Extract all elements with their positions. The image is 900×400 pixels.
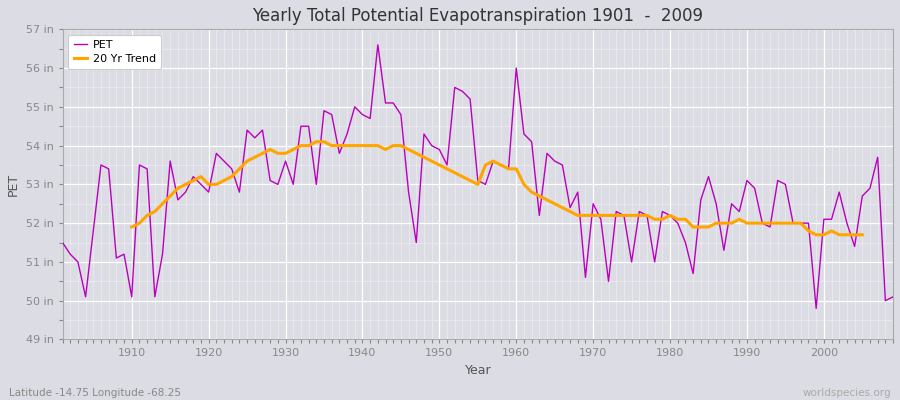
X-axis label: Year: Year	[464, 364, 491, 377]
20 Yr Trend	[226, 174, 237, 179]
PET	[811, 306, 822, 311]
20 Yr Trend	[503, 166, 514, 171]
PET	[57, 240, 68, 245]
Line: 20 Yr Trend: 20 Yr Trend	[131, 142, 862, 235]
PET	[288, 182, 299, 187]
20 Yr Trend	[342, 143, 353, 148]
PET	[518, 132, 529, 136]
Line: PET: PET	[62, 45, 893, 308]
Title: Yearly Total Potential Evapotranspiration 1901  -  2009: Yearly Total Potential Evapotranspiratio…	[252, 7, 703, 25]
Y-axis label: PET: PET	[7, 173, 20, 196]
PET	[334, 151, 345, 156]
PET	[119, 252, 130, 256]
PET	[887, 294, 898, 299]
20 Yr Trend	[526, 190, 537, 194]
20 Yr Trend	[811, 232, 822, 237]
20 Yr Trend	[803, 228, 814, 233]
20 Yr Trend	[310, 139, 321, 144]
20 Yr Trend	[857, 232, 868, 237]
PET	[373, 42, 383, 47]
Legend: PET, 20 Yr Trend: PET, 20 Yr Trend	[68, 35, 161, 70]
20 Yr Trend	[126, 225, 137, 230]
Text: Latitude -14.75 Longitude -68.25: Latitude -14.75 Longitude -68.25	[9, 388, 181, 398]
Text: worldspecies.org: worldspecies.org	[803, 388, 891, 398]
20 Yr Trend	[449, 170, 460, 175]
PET	[511, 66, 522, 70]
PET	[611, 209, 622, 214]
